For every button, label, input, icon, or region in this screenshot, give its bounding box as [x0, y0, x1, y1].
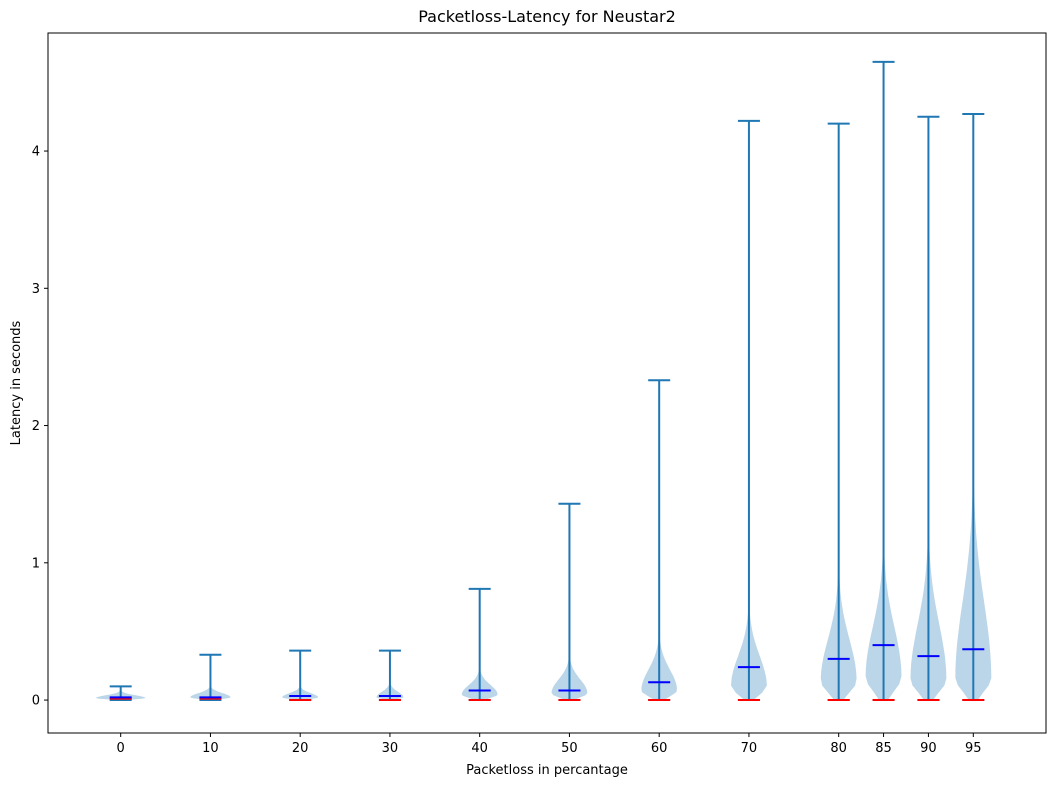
y-axis-ticks: 0 1 2 3 4 — [32, 145, 48, 709]
x-tick-label: 80 — [830, 741, 847, 756]
violin-lines — [109, 60, 985, 702]
y-tick-label: 4 — [32, 145, 40, 160]
y-axis-label: Latency in seconds — [9, 320, 24, 445]
y-tick-label: 2 — [32, 419, 40, 434]
x-tick-label: 90 — [920, 741, 937, 756]
x-tick-label: 40 — [471, 741, 488, 756]
x-tick-label: 30 — [382, 741, 399, 756]
x-axis-ticks: 0 10 20 30 40 50 60 70 80 85 90 95 — [117, 733, 982, 756]
x-tick-label: 60 — [651, 741, 668, 756]
y-tick-label: 1 — [32, 556, 40, 571]
chart-title: Packetloss-Latency for Neustar2 — [418, 7, 676, 26]
x-tick-label: 50 — [561, 741, 578, 756]
axes-frame — [47, 32, 1047, 734]
violin-bodies — [96, 61, 992, 701]
x-axis-label: Packetloss in percantage — [466, 763, 628, 778]
x-tick-label: 85 — [875, 741, 892, 756]
x-tick-label: 0 — [117, 741, 125, 756]
x-tick-label: 70 — [741, 741, 758, 756]
y-tick-label: 3 — [32, 282, 40, 297]
x-tick-label: 95 — [965, 741, 982, 756]
x-tick-label: 10 — [202, 741, 219, 756]
x-tick-label: 20 — [292, 741, 309, 756]
y-tick-label: 0 — [32, 694, 40, 709]
